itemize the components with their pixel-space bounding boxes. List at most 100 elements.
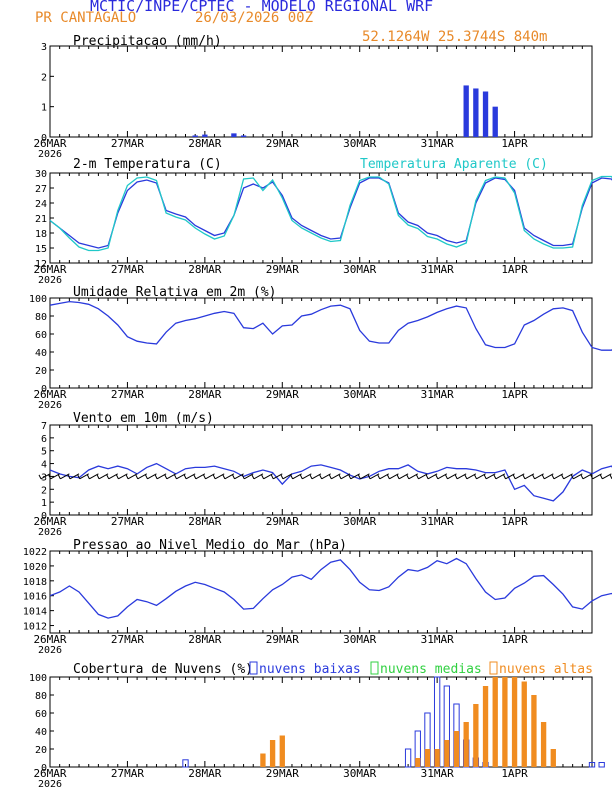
pressure-title: Pressao ao Nivel Medio do Mar (hPa): [73, 538, 347, 553]
wind-barb-feather: [435, 474, 439, 480]
clouds-bar: [269, 740, 276, 767]
wind-x-tick-label: 29MAR: [266, 515, 299, 528]
wind-barb: [164, 473, 177, 480]
wind-barb-feather: [319, 474, 323, 480]
wind-barb: [512, 473, 525, 480]
wind-x-tick-label: 30MAR: [343, 515, 376, 528]
clouds-legend-swatch: [249, 661, 258, 675]
wind-barb-feather: [174, 474, 177, 480]
wind-barb-shaft: [244, 473, 254, 480]
wind-barb: [328, 473, 341, 480]
precip-bar: [473, 88, 479, 137]
wind-barb-shaft: [350, 473, 360, 480]
precip-y-tick-label: 1: [41, 103, 47, 114]
wind-barb-shaft: [602, 473, 612, 480]
wind-barb: [561, 473, 573, 480]
clouds-legend-swatch: [489, 661, 498, 675]
wind-barb-feather: [154, 474, 158, 480]
wind-barb: [541, 473, 554, 480]
clouds-x-tick-label: 1APR: [501, 767, 528, 780]
precip-bar: [240, 135, 247, 137]
wind-barb-feather: [445, 474, 448, 480]
pressure-x-tick-label: 31MAR: [421, 633, 454, 646]
precip-bar: [463, 85, 469, 137]
wind-barb-shaft: [108, 473, 118, 480]
pressure-y-tick-label: 1016: [23, 592, 47, 603]
clouds-x-year-label: 2026: [38, 779, 62, 790]
wind-barb-shaft: [50, 473, 60, 480]
clouds-x-tick-label: 27MAR: [111, 767, 144, 780]
wind-y-tick-label: 1: [41, 498, 47, 509]
pressure-x-tick-label: 26MAR: [33, 633, 66, 646]
clouds-bar: [463, 722, 469, 767]
rh-x-tick-label: 26MAR: [33, 388, 66, 401]
wind-barb: [145, 473, 157, 480]
precip-bar: [482, 91, 489, 137]
wind-barb-shaft: [524, 473, 535, 480]
rh-y-tick-label: 40: [35, 348, 47, 359]
precip-y-tick-label: 0: [41, 133, 47, 144]
wind-barb-feather: [386, 474, 390, 480]
wind-barb-feather: [348, 474, 352, 480]
wind-barb: [48, 473, 60, 480]
wind-barb-shaft: [253, 473, 264, 480]
wind-barb-feather: [48, 474, 52, 480]
wind-barb-feather: [106, 474, 110, 480]
precip-y-tick-label: 2: [41, 72, 47, 83]
wind-barb-shaft: [282, 473, 293, 480]
precip-y-tick-label: 3: [41, 42, 47, 53]
rh-x-tick-label: 27MAR: [111, 388, 144, 401]
wind-barb-shaft: [544, 473, 554, 480]
precip-x-tick-label: 30MAR: [343, 137, 376, 150]
temp-x-tick-label: 29MAR: [266, 263, 299, 276]
wind-frame: [49, 424, 593, 516]
wind-barb-shaft: [214, 473, 225, 480]
wind-barb-feather: [541, 474, 545, 480]
temp-series-line: [49, 175, 612, 252]
wind-barb: [57, 473, 70, 480]
wind-barb: [212, 473, 225, 480]
precip-title: Precipitacao (mm/h): [73, 34, 222, 49]
pressure-y-tick-label: 1022: [23, 547, 47, 558]
wind-barb-feather: [115, 474, 119, 480]
wind-barb-feather: [367, 474, 371, 480]
rh-x-tick-label: 28MAR: [188, 388, 221, 401]
clouds-bar: [473, 704, 479, 767]
pressure-x-tick-label: 1APR: [501, 633, 528, 646]
wind-barb: [96, 473, 109, 480]
clouds-x-tick-label: 31MAR: [421, 767, 454, 780]
wind-x-tick-label: 27MAR: [111, 515, 144, 528]
clouds-x-tick-label: 26MAR: [33, 767, 66, 780]
wind-barb-feather: [406, 474, 410, 480]
wind-title: Vento em 10m (m/s): [73, 411, 214, 426]
wind-barb-shaft: [456, 473, 467, 480]
wind-barb: [319, 473, 331, 480]
rh-y-tick-label: 100: [29, 294, 47, 305]
wind-barb-shaft: [340, 473, 351, 480]
wind-barb: [425, 473, 438, 480]
wind-barb-feather: [67, 474, 71, 480]
clouds-bar: [511, 677, 518, 767]
wind-barb: [338, 473, 351, 480]
clouds-y-tick-label: 40: [35, 727, 47, 738]
wind-barb-feather: [251, 474, 255, 480]
pressure-series-line: [49, 557, 612, 619]
wind-barb: [454, 473, 467, 480]
wind-barb-shaft: [553, 473, 564, 480]
wind-barb-feather: [57, 474, 61, 480]
wind-barb-feather: [483, 474, 487, 480]
wind-barb: [503, 473, 515, 480]
temp-legend-apparent: Temperatura Aparente (C): [360, 157, 548, 172]
pressure-x-tick-label: 27MAR: [111, 633, 144, 646]
wind-barb: [222, 473, 235, 480]
wind-barb: [377, 473, 389, 480]
wind-barb-shaft: [437, 473, 448, 480]
precip-bar: [192, 135, 198, 137]
wind-barb-feather: [580, 474, 584, 480]
wind-barb-shaft: [60, 473, 70, 480]
wind-y-tick-label: 0: [41, 511, 47, 522]
page-title: MCTIC/INPE/CPTEC - MODELO REGIONAL WRF: [90, 0, 434, 15]
wind-barb-feather: [299, 474, 303, 480]
wind-barb-shaft: [505, 473, 515, 480]
